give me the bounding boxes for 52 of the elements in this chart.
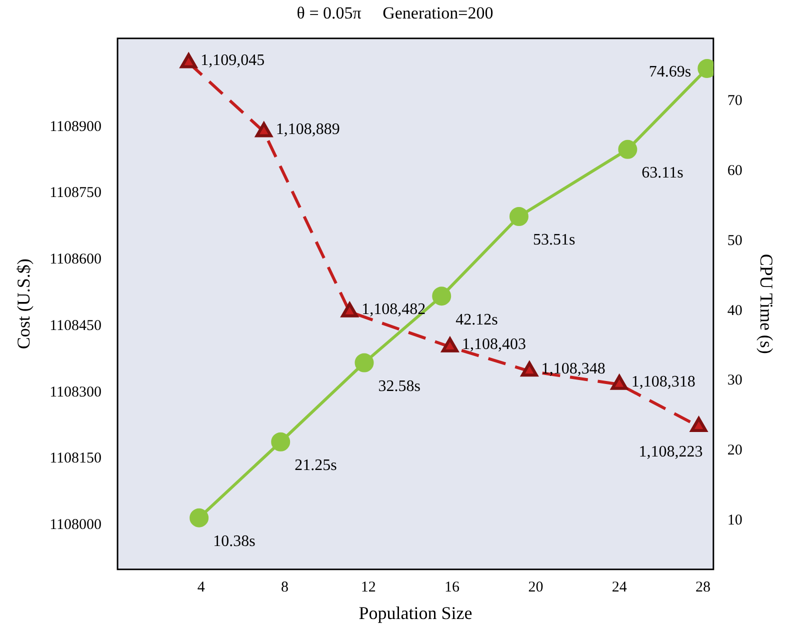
point bbox=[690, 416, 708, 432]
data-label: 1,108,403 bbox=[462, 336, 526, 354]
point bbox=[271, 432, 290, 452]
point bbox=[180, 53, 198, 68]
point bbox=[520, 362, 538, 377]
data-label: 53.51s bbox=[532, 232, 576, 249]
y2-tick-label: 40 bbox=[727, 302, 742, 319]
y-tick-label: 1108300 bbox=[50, 384, 102, 400]
data-label: 1,108,223 bbox=[638, 444, 703, 461]
point bbox=[442, 337, 458, 352]
y-tick-label: 1108600 bbox=[50, 252, 102, 268]
x-tick-label: 24 bbox=[612, 579, 628, 596]
point bbox=[354, 353, 374, 372]
y2-tick-label: 20 bbox=[727, 442, 742, 459]
x-tick-label: 12 bbox=[360, 579, 376, 596]
data-label: 1,109,045 bbox=[200, 52, 265, 69]
data-label: 1,108,348 bbox=[541, 360, 606, 378]
x-tick-label: 28 bbox=[695, 579, 710, 596]
y2-tick-label: 30 bbox=[727, 372, 742, 389]
point bbox=[618, 140, 638, 159]
y2-tick-label: 50 bbox=[727, 232, 742, 249]
point bbox=[432, 286, 452, 306]
x-tick-label: 20 bbox=[528, 579, 544, 596]
y2-tick-label: 60 bbox=[727, 163, 742, 180]
data-label: 21.25s bbox=[294, 457, 337, 474]
y-tick-label: 1108750 bbox=[50, 185, 102, 202]
data-label: 1,108,482 bbox=[362, 301, 426, 318]
y2-tick-label: 10 bbox=[727, 512, 742, 528]
data-label: 1,108,318 bbox=[631, 374, 696, 391]
point bbox=[341, 302, 358, 318]
data-label: 63.11s bbox=[642, 164, 684, 182]
x-tick-label: 4 bbox=[197, 579, 206, 596]
y-tick-label: 1108000 bbox=[50, 517, 102, 534]
point bbox=[190, 508, 209, 528]
x-tick-label: 16 bbox=[444, 579, 460, 596]
y2-tick-label: 70 bbox=[727, 93, 742, 110]
data-label: 74.69s bbox=[648, 64, 692, 81]
data-label: 1,108,889 bbox=[276, 120, 340, 138]
data-label: 42.12s bbox=[456, 311, 498, 328]
x-tick-label: 8 bbox=[281, 579, 289, 596]
point bbox=[610, 374, 628, 390]
y-tick-label: 1108450 bbox=[50, 318, 102, 334]
data-label: 10.38s bbox=[213, 533, 256, 550]
y-tick-label: 1108900 bbox=[50, 118, 102, 135]
chart-title: θ = 0.05π Generation=200 bbox=[296, 4, 494, 23]
x-axis-title: Population Size bbox=[358, 602, 472, 623]
point bbox=[255, 122, 272, 138]
point bbox=[509, 206, 528, 226]
y2-axis-title: CPU Time (s) bbox=[756, 254, 776, 354]
y-axis-title: Cost (U.S.$) bbox=[14, 258, 34, 350]
data-label: 32.58s bbox=[378, 378, 420, 395]
y-tick-label: 1108150 bbox=[50, 450, 102, 467]
